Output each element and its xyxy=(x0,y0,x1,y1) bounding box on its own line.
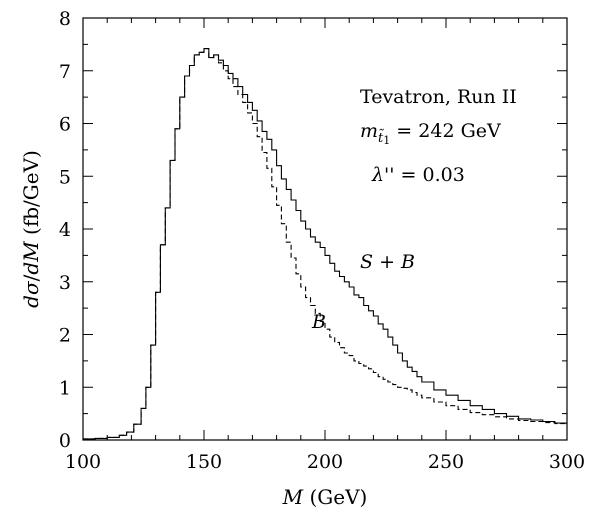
x-axis-title: M (GeV) xyxy=(282,485,368,509)
y-tick-label: 8 xyxy=(59,8,71,30)
annotation-coupling: λ'' = 0.03 xyxy=(371,164,465,186)
x-tick-label: 150 xyxy=(186,451,222,473)
x-tick-label: 100 xyxy=(65,451,101,473)
annotation-stop-mass: mt̃1 = 242 GeV xyxy=(360,120,501,147)
y-tick-label: 2 xyxy=(59,325,71,347)
x-tick-label: 250 xyxy=(428,451,464,473)
ticks-layer xyxy=(82,17,568,441)
annotation-collider: Tevatron, Run II xyxy=(360,86,517,108)
plot-frame xyxy=(82,17,568,441)
x-tick-label: 300 xyxy=(549,451,585,473)
x-tick-label: 200 xyxy=(307,451,343,473)
y-axis-title: dσ/dM (fb/GeV) xyxy=(19,150,43,308)
series-label-b: B xyxy=(311,311,326,333)
y-tick-label: 0 xyxy=(59,430,71,452)
series-line-s-plus-b xyxy=(83,48,568,440)
tick-labels-layer: 100 150 200 250 300 0 1 2 3 4 5 6 7 8 xyxy=(59,8,585,473)
y-tick-label: 3 xyxy=(59,272,71,294)
series-layer xyxy=(83,48,568,440)
y-tick-label: 5 xyxy=(59,166,71,188)
y-tick-label: 7 xyxy=(59,61,71,83)
series-line-b xyxy=(83,48,568,440)
y-tick-label: 4 xyxy=(59,219,71,241)
y-tick-label: 6 xyxy=(59,114,71,136)
series-label-s-plus-b: S + B xyxy=(360,251,415,273)
y-tick-label: 1 xyxy=(59,377,71,399)
